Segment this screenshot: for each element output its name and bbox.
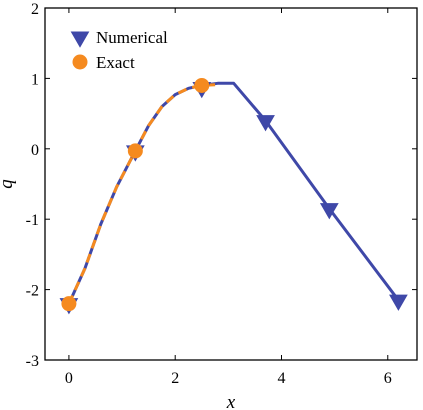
x-tick-label: 2 bbox=[171, 370, 179, 387]
y-tick-label: 1 bbox=[31, 71, 39, 88]
marker-exact bbox=[127, 143, 143, 159]
legend-marker-numerical bbox=[70, 31, 90, 48]
x-tick-label: 4 bbox=[277, 370, 285, 387]
marker-numerical bbox=[389, 294, 408, 311]
legend-marker-exact bbox=[72, 54, 88, 70]
y-tick-label: 0 bbox=[31, 142, 39, 159]
x-tick-label: 6 bbox=[384, 370, 392, 387]
marker-numerical bbox=[319, 203, 339, 220]
ticks-layer: 0 2 4 6 -3 -2 -1 0 1 2 bbox=[26, 1, 417, 387]
series-line-exact bbox=[67, 83, 216, 305]
x-tick-label: 0 bbox=[65, 370, 73, 387]
legend-label-exact: Exact bbox=[96, 53, 135, 72]
series-line-numerical bbox=[67, 81, 400, 305]
y-tick-label: 2 bbox=[31, 1, 39, 18]
series-layer bbox=[59, 77, 408, 315]
y-tick-label: -1 bbox=[26, 212, 39, 229]
legend: Numerical Exact bbox=[70, 28, 168, 72]
marker-numerical bbox=[256, 115, 275, 132]
y-tick-label: -2 bbox=[26, 283, 39, 300]
y-axis-label: q bbox=[0, 179, 17, 189]
x-axis-label: x bbox=[226, 392, 236, 410]
marker-exact bbox=[194, 77, 210, 93]
marker-exact bbox=[61, 296, 77, 312]
legend-label-numerical: Numerical bbox=[96, 28, 168, 47]
plot-background bbox=[45, 8, 417, 360]
plot-frame bbox=[44, 7, 418, 361]
y-tick-label: -3 bbox=[26, 353, 39, 370]
